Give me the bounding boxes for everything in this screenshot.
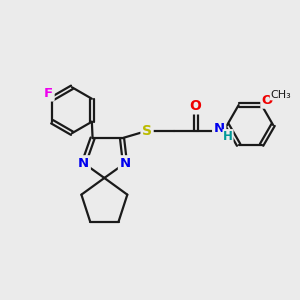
Text: S: S xyxy=(142,124,152,138)
Text: O: O xyxy=(262,94,273,107)
Text: N: N xyxy=(214,122,225,135)
Text: N: N xyxy=(119,157,130,170)
Text: N: N xyxy=(78,157,89,170)
Text: CH₃: CH₃ xyxy=(270,90,291,100)
Text: H: H xyxy=(223,130,233,143)
Text: F: F xyxy=(44,87,53,100)
Text: O: O xyxy=(190,99,202,113)
